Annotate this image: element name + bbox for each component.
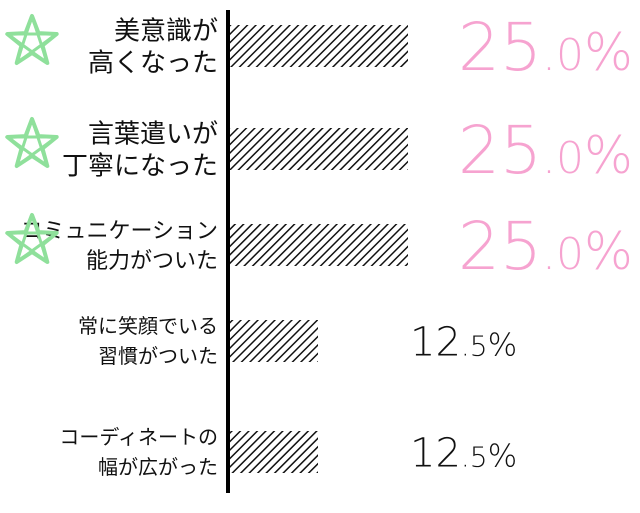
star-icon	[5, 117, 59, 168]
category-label-4-line-1: 常に笑顔でいる	[78, 314, 218, 338]
bar-2	[228, 128, 408, 170]
category-label-3-line-2: 能力がついた	[86, 249, 218, 274]
bar-1	[228, 25, 408, 67]
category-labels-group: 美意識が高くなった言葉遣いが丁寧になったコミュニケーション能力がついた常に笑顔で…	[20, 16, 218, 479]
value-label-2: 25.0%	[458, 112, 633, 189]
value-label-3: 25.0%	[458, 208, 633, 285]
category-label-5-line-1: コーディネートの	[59, 425, 218, 449]
category-label-1-line-1: 美意識が	[114, 16, 218, 46]
bar-3	[228, 224, 408, 266]
bar-4	[228, 320, 318, 362]
value-labels-group: 25.0% 25.0% 25.0% 12.5% 12.5%	[410, 9, 633, 477]
bars-group	[228, 25, 408, 473]
star-icon	[5, 213, 59, 264]
bar-5	[228, 431, 318, 473]
category-label-2-line-1: 言葉遣いが	[88, 119, 218, 149]
star-icon	[5, 14, 59, 65]
category-label-5-line-2: 幅が広がった	[98, 455, 218, 479]
value-label-1: 25.0%	[458, 9, 633, 86]
category-label-2-line-2: 丁寧になった	[62, 151, 218, 181]
value-label-5: 12.5%	[410, 430, 517, 476]
category-label-1-line-2: 高くなった	[88, 48, 218, 78]
category-label-4-line-2: 習慣がついた	[98, 344, 218, 368]
value-label-4: 12.5%	[410, 319, 517, 365]
stars-group	[5, 14, 59, 264]
